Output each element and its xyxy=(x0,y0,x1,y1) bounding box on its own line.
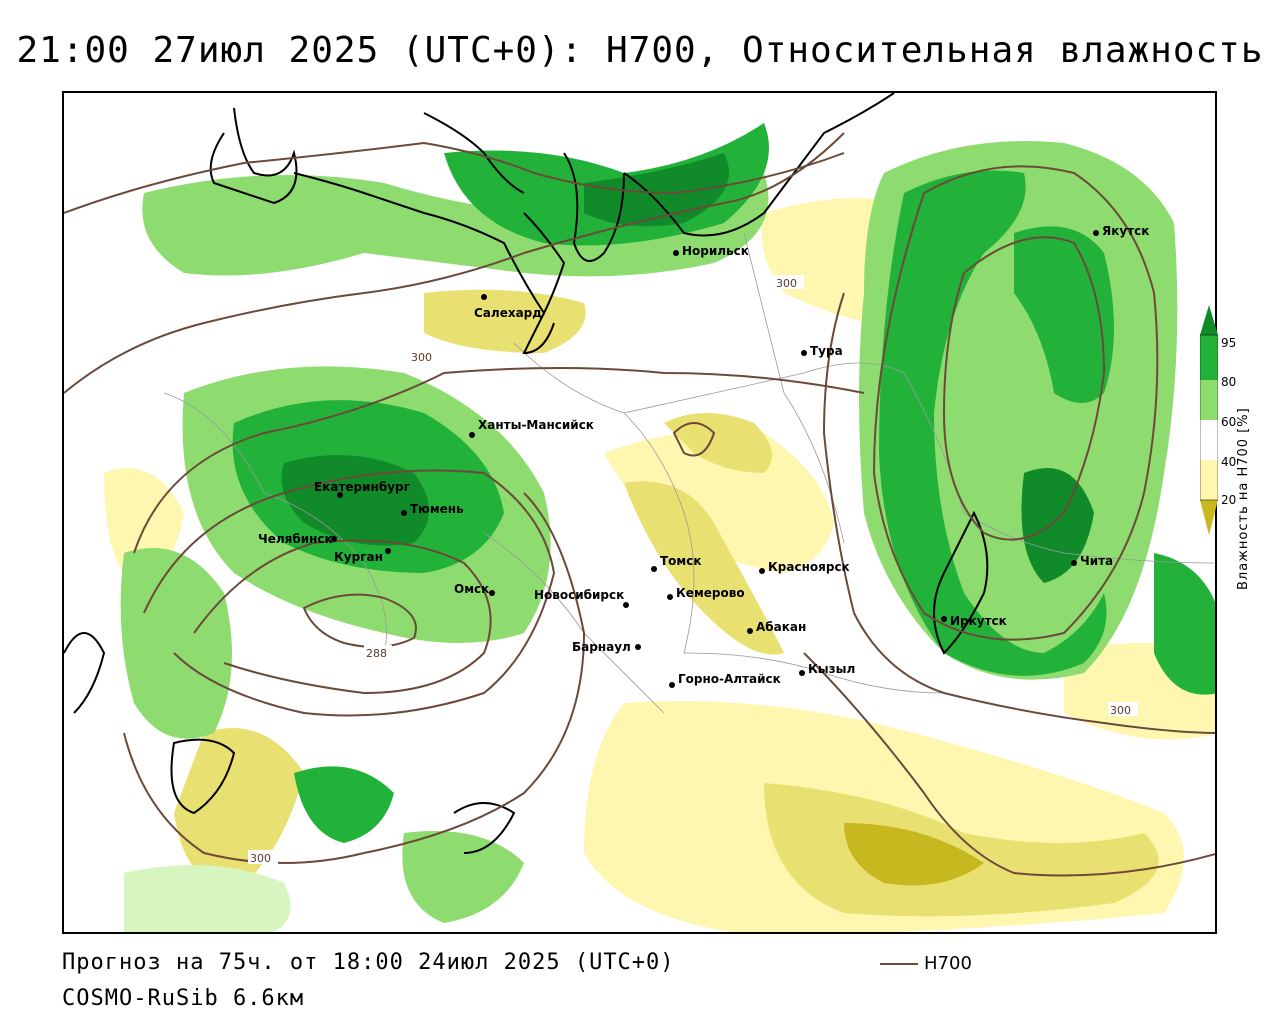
city-chelyabinsk: Челябинск xyxy=(258,532,337,546)
colorbar-label: Влажность на H700 [%] xyxy=(1236,407,1251,590)
coastlines xyxy=(64,93,989,854)
map-panel: 300 300 288 300 300 Норильск Якутск Сале… xyxy=(62,91,1217,934)
svg-text:Чита: Чита xyxy=(1080,554,1113,568)
city-gorno-altaysk: Горно-Алтайск xyxy=(669,672,781,688)
city-abakan: Абакан xyxy=(747,620,806,634)
contour-label: 300 xyxy=(250,852,271,865)
contour-label: 300 xyxy=(411,351,432,364)
svg-text:Ханты-Мансийск: Ханты-Мансийск xyxy=(478,418,594,432)
city-kyzyl: Кызыл xyxy=(799,662,855,676)
forecast-info: Прогноз на 75ч. от 18:00 24июл 2025 (UTC… xyxy=(62,950,675,975)
svg-text:Норильск: Норильск xyxy=(682,244,749,258)
city-omsk: Омск xyxy=(454,582,495,596)
map-title: 21:00 27июл 2025 (UTC+0): H700, Относите… xyxy=(16,30,1264,71)
svg-text:Салехард: Салехард xyxy=(474,306,542,320)
humidity-map: 300 300 288 300 300 Норильск Якутск Сале… xyxy=(64,93,1215,932)
svg-text:Курган: Курган xyxy=(334,550,383,564)
city-chita: Чита xyxy=(1071,554,1113,568)
svg-text:Якутск: Якутск xyxy=(1102,224,1149,238)
humidity-field xyxy=(104,123,1215,932)
city-yakutsk: Якутск xyxy=(1093,224,1149,238)
h700-legend: H700 xyxy=(880,953,972,974)
humidity-colorbar xyxy=(1200,305,1218,535)
svg-text:Тура: Тура xyxy=(810,344,843,358)
svg-text:Томск: Томск xyxy=(660,554,702,568)
svg-text:Новосибирск: Новосибирск xyxy=(534,588,624,602)
city-kemerovo: Кемерово xyxy=(667,586,745,600)
svg-text:Кызыл: Кызыл xyxy=(808,662,855,676)
svg-text:Омск: Омск xyxy=(454,582,489,596)
contour-label-group: 300 300 288 300 300 xyxy=(248,275,1138,865)
contour-label: 300 xyxy=(776,277,797,290)
colorbar-tick: 80 xyxy=(1221,375,1237,389)
colorbar-tick: 60 xyxy=(1221,415,1237,429)
svg-text:Горно-Алтайск: Горно-Алтайск xyxy=(678,672,781,686)
colorbar-tick: 95 xyxy=(1221,336,1237,350)
city-tomsk: Томск xyxy=(651,554,702,572)
city-barnaul: Барнаул xyxy=(572,640,641,654)
colorbar-tick: 20 xyxy=(1221,493,1237,507)
city-norilsk: Норильск xyxy=(673,244,749,258)
svg-text:Екатеринбург: Екатеринбург xyxy=(314,480,410,494)
svg-text:Абакан: Абакан xyxy=(756,620,806,634)
city-markers: Норильск Якутск Салехард Тура Ханты-Манс… xyxy=(258,224,1149,688)
h700-legend-line xyxy=(880,962,918,965)
city-ekaterinburg: Екатеринбург xyxy=(314,480,410,498)
city-irkutsk: Иркутск xyxy=(941,614,1007,628)
model-name: COSMO-RuSib 6.6км xyxy=(62,986,305,1011)
contour-label: 288 xyxy=(366,647,387,660)
svg-text:Челябинск: Челябинск xyxy=(258,532,333,546)
svg-text:Иркутск: Иркутск xyxy=(950,614,1007,628)
svg-text:Кемерово: Кемерово xyxy=(676,586,745,600)
contour-label: 300 xyxy=(1110,704,1131,717)
city-tura: Тура xyxy=(801,344,843,358)
colorbar-tick: 40 xyxy=(1221,455,1237,469)
svg-text:Барнаул: Барнаул xyxy=(572,640,631,654)
svg-text:Красноярск: Красноярск xyxy=(768,560,850,574)
city-kurgan: Курган xyxy=(334,548,391,564)
city-krasnoyarsk: Красноярск xyxy=(759,560,850,574)
city-salekhard: Салехард xyxy=(474,294,542,320)
city-novosibirsk: Новосибирск xyxy=(534,588,629,608)
svg-text:Тюмень: Тюмень xyxy=(410,502,464,516)
city-tyumen: Тюмень xyxy=(401,502,464,516)
h700-legend-label: H700 xyxy=(924,953,972,974)
h700-contours xyxy=(64,132,1215,877)
city-khanty-mansiysk: Ханты-Мансийск xyxy=(469,418,594,438)
